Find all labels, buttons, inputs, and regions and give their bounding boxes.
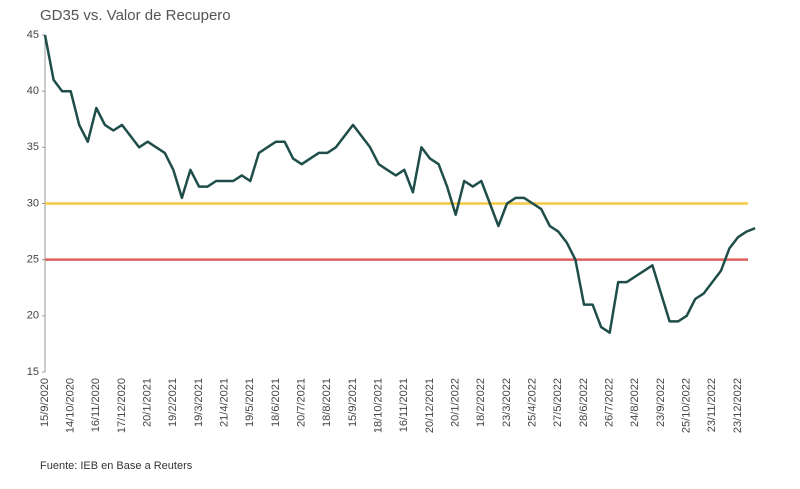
x-tick-label: 23/11/2022 <box>706 378 718 432</box>
x-tick-label: 25/10/2022 <box>681 378 693 433</box>
x-tick-label: 20/7/2021 <box>296 378 308 427</box>
x-tick-label: 19/2/2021 <box>167 378 179 427</box>
x-tick-label: 25/4/2022 <box>527 378 539 427</box>
x-tick-label: 27/5/2022 <box>552 378 564 427</box>
x-tick-label: 14/10/2020 <box>65 378 77 433</box>
x-tick-label: 24/8/2022 <box>629 378 641 427</box>
x-tick-label: 23/3/2022 <box>501 378 513 427</box>
x-tick-label: 28/6/2022 <box>578 378 590 427</box>
x-tick-label: 21/4/2021 <box>219 378 231 427</box>
x-tick-label: 23/12/2022 <box>732 378 744 433</box>
x-tick-label: 15/9/2021 <box>347 378 359 427</box>
y-tick-label: 25 <box>27 254 39 266</box>
source-note: Fuente: IEB en Base a Reuters <box>40 460 193 472</box>
x-tick-label: 18/10/2021 <box>373 378 385 433</box>
y-tick-label: 35 <box>27 141 39 153</box>
x-tick-label: 23/9/2022 <box>655 378 667 427</box>
x-tick-label: 16/11/2020 <box>90 378 102 432</box>
y-tick-label: 30 <box>27 197 39 209</box>
data-line <box>43 34 756 334</box>
x-tick-label: 16/11/2021 <box>398 378 410 432</box>
x-tick-label: 18/6/2021 <box>270 378 282 427</box>
x-tick-label: 20/1/2022 <box>450 378 462 427</box>
y-tick-label: 45 <box>27 29 39 41</box>
x-tick-label: 17/12/2020 <box>116 378 128 433</box>
x-tick-label: 26/7/2022 <box>604 378 616 427</box>
y-tick-label: 40 <box>27 85 39 97</box>
x-tick-label: 20/1/2021 <box>142 378 154 427</box>
x-tick-label: 18/2/2022 <box>475 378 487 427</box>
x-tick-label: 18/8/2021 <box>321 378 333 427</box>
y-tick-label: 20 <box>27 310 39 322</box>
x-tick-label: 19/3/2021 <box>193 378 205 427</box>
x-tick-label: 20/12/2021 <box>424 378 436 433</box>
x-tick-label: 15/9/2020 <box>39 378 51 427</box>
chart-title: GD35 vs. Valor de Recupero <box>40 7 231 24</box>
y-tick-label: 15 <box>27 366 39 378</box>
x-tick-label: 19/5/2021 <box>244 378 256 427</box>
